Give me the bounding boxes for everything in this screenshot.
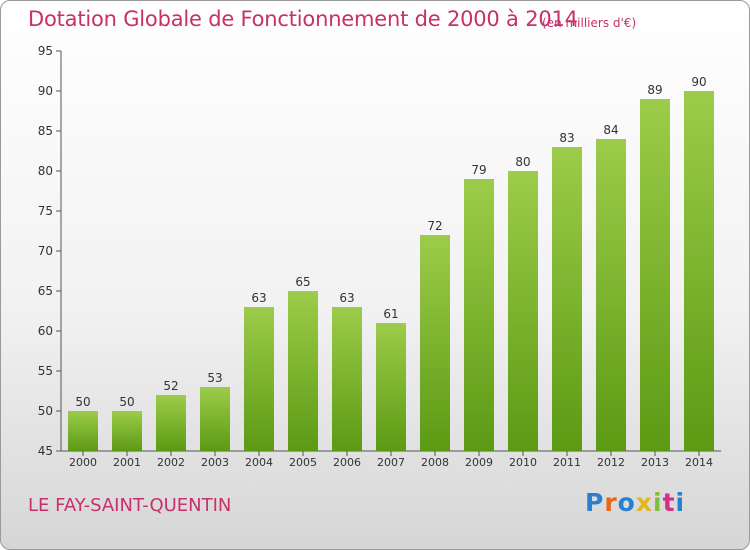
x-tick-label: 2008 bbox=[421, 456, 449, 469]
y-tick-label: 95 bbox=[38, 44, 53, 58]
bar-value-label: 90 bbox=[691, 75, 706, 89]
bar-value-label: 89 bbox=[647, 83, 662, 97]
bar bbox=[244, 307, 274, 451]
y-tick-label: 80 bbox=[38, 164, 53, 178]
bar bbox=[420, 235, 450, 451]
bar bbox=[464, 179, 494, 451]
bar-value-label: 65 bbox=[295, 275, 310, 289]
y-tick-label: 85 bbox=[38, 124, 53, 138]
x-tick-label: 2010 bbox=[509, 456, 537, 469]
x-tick-label: 2011 bbox=[553, 456, 581, 469]
bar-value-label: 84 bbox=[603, 123, 618, 137]
x-tick-label: 2000 bbox=[69, 456, 97, 469]
bar-value-label: 83 bbox=[559, 131, 574, 145]
y-tick-label: 65 bbox=[38, 284, 53, 298]
y-tick-label: 55 bbox=[38, 364, 53, 378]
bar-value-label: 50 bbox=[119, 395, 134, 409]
x-tick-label: 2013 bbox=[641, 456, 669, 469]
y-tick-label: 75 bbox=[38, 204, 53, 218]
x-tick-label: 2012 bbox=[597, 456, 625, 469]
y-tick-label: 90 bbox=[38, 84, 53, 98]
y-tick-label: 60 bbox=[38, 324, 53, 338]
y-tick-label: 45 bbox=[38, 444, 53, 458]
x-tick-label: 2007 bbox=[377, 456, 405, 469]
proxiti-logo[interactable]: Proxiti bbox=[585, 488, 686, 517]
x-tick-label: 2009 bbox=[465, 456, 493, 469]
bar bbox=[508, 171, 538, 451]
bar-value-label: 72 bbox=[427, 219, 442, 233]
bar-value-label: 79 bbox=[471, 163, 486, 177]
bar bbox=[596, 139, 626, 451]
bar-value-label: 80 bbox=[515, 155, 530, 169]
bar bbox=[200, 387, 230, 451]
bar bbox=[156, 395, 186, 451]
bar-value-label: 63 bbox=[339, 291, 354, 305]
x-tick-label: 2014 bbox=[685, 456, 713, 469]
bar bbox=[288, 291, 318, 451]
chart-subtitle: (en milliers d'€) bbox=[542, 16, 637, 30]
bar-value-label: 53 bbox=[207, 371, 222, 385]
bar bbox=[640, 99, 670, 451]
bar bbox=[112, 411, 142, 451]
bar bbox=[332, 307, 362, 451]
bar bbox=[376, 323, 406, 451]
x-tick-label: 2001 bbox=[113, 456, 141, 469]
bar-value-label: 63 bbox=[251, 291, 266, 305]
bar-value-label: 52 bbox=[163, 379, 178, 393]
bar bbox=[684, 91, 714, 451]
y-tick-label: 50 bbox=[38, 404, 53, 418]
commune-name: LE FAY-SAINT-QUENTIN bbox=[28, 495, 232, 516]
x-tick-label: 2004 bbox=[245, 456, 273, 469]
bar-value-label: 61 bbox=[383, 307, 398, 321]
x-tick-label: 2003 bbox=[201, 456, 229, 469]
bar bbox=[552, 147, 582, 451]
bar bbox=[68, 411, 98, 451]
x-tick-label: 2005 bbox=[289, 456, 317, 469]
x-tick-label: 2006 bbox=[333, 456, 361, 469]
y-tick-label: 70 bbox=[38, 244, 53, 258]
chart-title: Dotation Globale de Fonctionnement de 20… bbox=[28, 7, 578, 31]
x-tick-label: 2002 bbox=[157, 456, 185, 469]
bar-value-label: 50 bbox=[75, 395, 90, 409]
